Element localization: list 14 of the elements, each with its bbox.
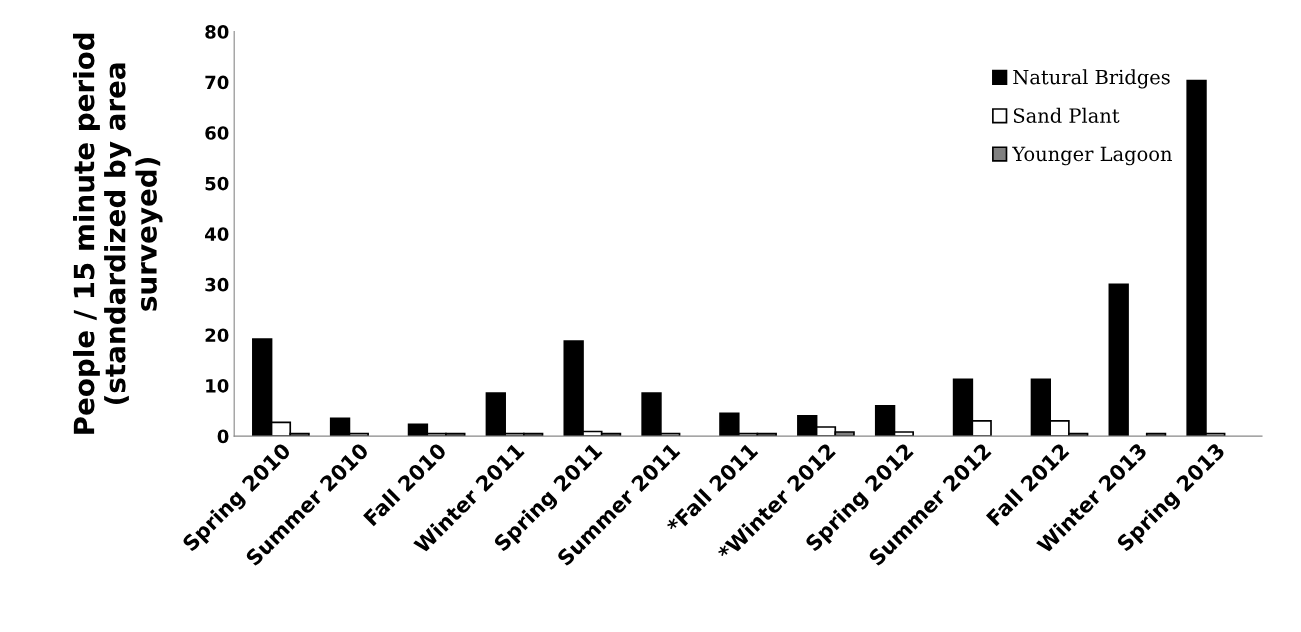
legend-label: Younger Lagoon (1012, 146, 1172, 166)
y-tick-label: 30 (205, 277, 229, 292)
legend-label: Sand Plant (1013, 107, 1120, 123)
y-tick-label: 40 (205, 227, 229, 241)
y-tick-label: 60 (205, 126, 229, 140)
y-tick-label: 10 (206, 378, 229, 393)
y-tick-label: 80 (205, 25, 229, 39)
y-tick-label: 0 (217, 429, 229, 444)
y-tick-label: 70 (205, 75, 229, 90)
legend-label: Natural Bridges (1013, 69, 1170, 89)
y-axis-title: People / 15 minute period (standardized by area surveyed) (73, 33, 163, 434)
y-tick-label: 50 (205, 176, 229, 191)
y-tick-label: 20 (205, 328, 229, 343)
bar (1108, 283, 1129, 437)
